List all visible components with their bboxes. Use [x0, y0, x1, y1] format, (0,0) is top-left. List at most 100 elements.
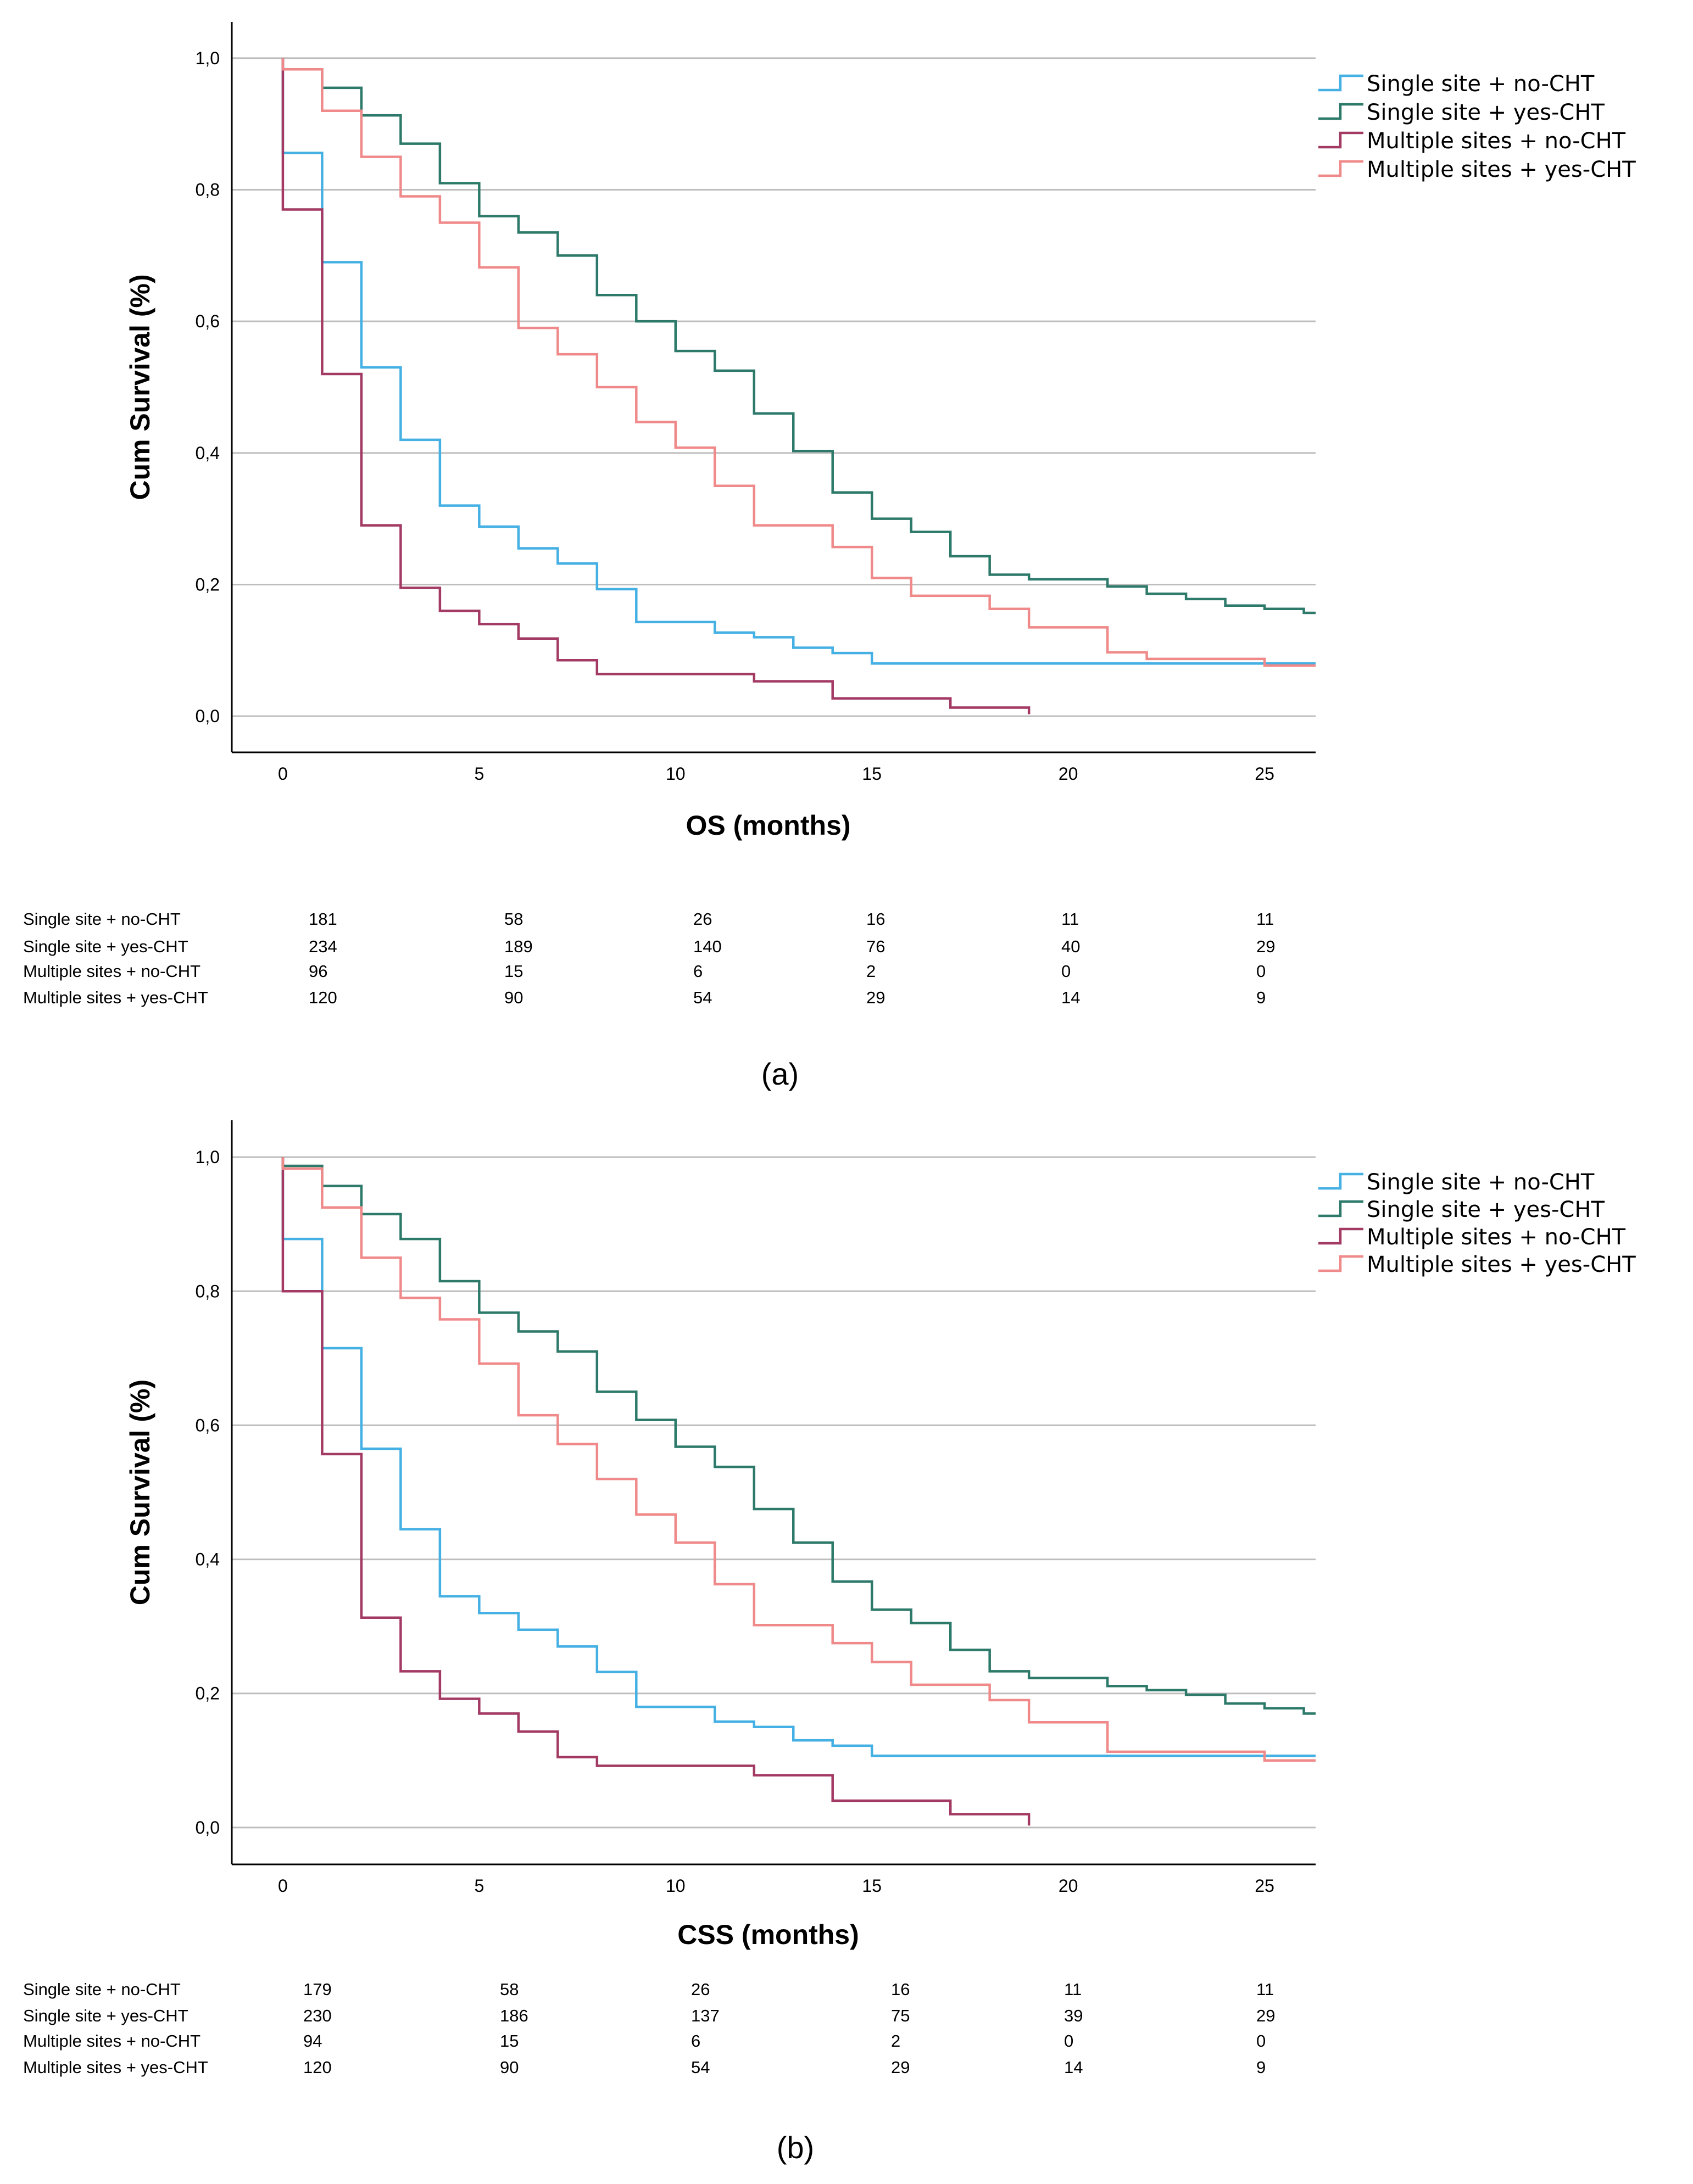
risk-value: 186 — [500, 2006, 528, 2025]
km-curve-multiple-sites-yes-cht — [281, 58, 1316, 667]
risk-value: 26 — [691, 1980, 710, 1999]
y-tick-label: 0,0 — [196, 706, 220, 726]
risk-value: 120 — [309, 988, 337, 1007]
km-curve-single-site-no-cht — [281, 1157, 1316, 1757]
risk-row-label: Multiple sites + no-CHT — [23, 2031, 201, 2051]
y-tick-label: 0,2 — [196, 574, 220, 594]
x-tick-label: 20 — [1059, 1876, 1078, 1896]
x-tick-label: 0 — [278, 764, 288, 784]
legend-swatch-single-site-yes-cht — [1318, 1200, 1363, 1217]
risk-value: 11 — [1064, 1980, 1082, 1999]
x-tick-label: 10 — [666, 1876, 686, 1896]
risk-value: 29 — [891, 2058, 910, 2077]
legend-swatch-multiple-sites-no-cht — [1318, 1227, 1363, 1245]
y-tick-label: 1,0 — [196, 48, 220, 68]
y-axis-title: Cum Survival (%) — [125, 274, 155, 500]
y-tick-label: 0,6 — [196, 311, 220, 331]
risk-value: 2 — [866, 962, 876, 981]
y-axis-title: Cum Survival (%) — [125, 1379, 155, 1605]
figure-caption-a: (a) — [761, 1057, 799, 1091]
risk-value: 234 — [309, 937, 337, 956]
x-tick-label: 20 — [1059, 764, 1078, 784]
legend-label: Multiple sites + no-CHT — [1367, 1225, 1626, 1250]
risk-row-label: Single site + yes-CHT — [23, 2006, 188, 2025]
risk-value: 189 — [504, 937, 533, 956]
legend-label: Single site + yes-CHT — [1367, 100, 1605, 125]
y-tick-label: 0,8 — [196, 180, 220, 200]
x-tick-label: 5 — [474, 764, 484, 784]
x-tick-label: 15 — [862, 764, 882, 784]
km-curve-multiple-sites-no-cht — [281, 1157, 1031, 1826]
risk-value: 54 — [691, 2058, 710, 2077]
risk-value: 29 — [1256, 937, 1275, 956]
figure-caption-b: (b) — [777, 2130, 814, 2165]
y-tick-label: 1,0 — [196, 1147, 220, 1167]
risk-value: 0 — [1256, 962, 1266, 981]
risk-value: 2 — [891, 2031, 900, 2051]
risk-value: 0 — [1061, 962, 1071, 981]
risk-value: 58 — [504, 909, 523, 929]
legend-label: Multiple sites + yes-CHT — [1367, 1252, 1636, 1277]
risk-value: 0 — [1256, 2031, 1266, 2051]
risk-value: 11 — [1061, 909, 1079, 929]
risk-row-label: Multiple sites + no-CHT — [23, 962, 201, 981]
legend-label: Multiple sites + no-CHT — [1367, 129, 1626, 154]
x-tick-label: 15 — [862, 1876, 882, 1896]
risk-value: 54 — [693, 988, 712, 1007]
km-curve-multiple-sites-no-cht — [281, 58, 1031, 714]
x-tick-label: 5 — [474, 1876, 484, 1896]
x-tick-label: 25 — [1255, 1876, 1274, 1896]
risk-value: 26 — [693, 909, 712, 929]
risk-value: 15 — [504, 962, 523, 981]
x-tick-label: 0 — [278, 1876, 288, 1896]
risk-value: 14 — [1064, 2058, 1083, 2077]
risk-value: 11 — [1256, 909, 1274, 929]
risk-row-label: Single site + yes-CHT — [23, 937, 188, 956]
risk-value: 16 — [891, 1980, 910, 1999]
risk-row-label: Single site + no-CHT — [23, 1980, 181, 1999]
y-tick-label: 0,6 — [196, 1415, 220, 1435]
risk-value: 39 — [1064, 2006, 1083, 2025]
risk-value: 9 — [1256, 988, 1266, 1007]
risk-value: 179 — [303, 1980, 332, 1999]
risk-value: 76 — [866, 937, 885, 956]
legend-label: Single site + no-CHT — [1367, 1170, 1595, 1195]
risk-value: 6 — [691, 2031, 700, 2051]
legend-swatch-multiple-sites-yes-cht — [1318, 160, 1363, 177]
risk-value: 58 — [500, 1980, 519, 1999]
y-tick-label: 0,8 — [196, 1281, 220, 1301]
legend-label: Single site + no-CHT — [1367, 71, 1595, 97]
y-tick-label: 0,4 — [196, 1550, 220, 1569]
risk-value: 137 — [691, 2006, 720, 2025]
km-curve-multiple-sites-yes-cht — [281, 1157, 1316, 1762]
risk-value: 14 — [1061, 988, 1080, 1007]
risk-value: 6 — [693, 962, 703, 981]
risk-value: 11 — [1256, 1980, 1274, 1999]
legend-label: Multiple sites + yes-CHT — [1367, 157, 1636, 182]
risk-value: 94 — [303, 2031, 322, 2051]
risk-value: 181 — [309, 909, 337, 929]
risk-value: 29 — [1256, 2006, 1275, 2025]
risk-value: 16 — [866, 909, 885, 929]
legend-swatch-multiple-sites-no-cht — [1318, 131, 1363, 149]
y-tick-label: 0,4 — [196, 443, 220, 463]
risk-value: 0 — [1064, 2031, 1073, 2051]
y-tick-label: 0,0 — [196, 1818, 220, 1837]
x-axis-title: CSS (months) — [677, 1919, 859, 1950]
risk-value: 9 — [1256, 2058, 1266, 2077]
risk-value: 15 — [500, 2031, 519, 2051]
risk-value: 75 — [891, 2006, 910, 2025]
risk-value: 140 — [693, 937, 722, 956]
risk-value: 96 — [309, 962, 327, 981]
km-curve-single-site-yes-cht — [281, 58, 1316, 615]
risk-value: 230 — [303, 2006, 332, 2025]
y-tick-label: 0,2 — [196, 1684, 220, 1703]
risk-value: 90 — [500, 2058, 519, 2077]
km-curve-single-site-no-cht — [281, 58, 1316, 665]
x-tick-label: 10 — [666, 764, 686, 784]
risk-row-label: Multiple sites + yes-CHT — [23, 2058, 208, 2077]
risk-row-label: Single site + no-CHT — [23, 909, 181, 929]
legend-swatch-multiple-sites-yes-cht — [1318, 1255, 1363, 1272]
